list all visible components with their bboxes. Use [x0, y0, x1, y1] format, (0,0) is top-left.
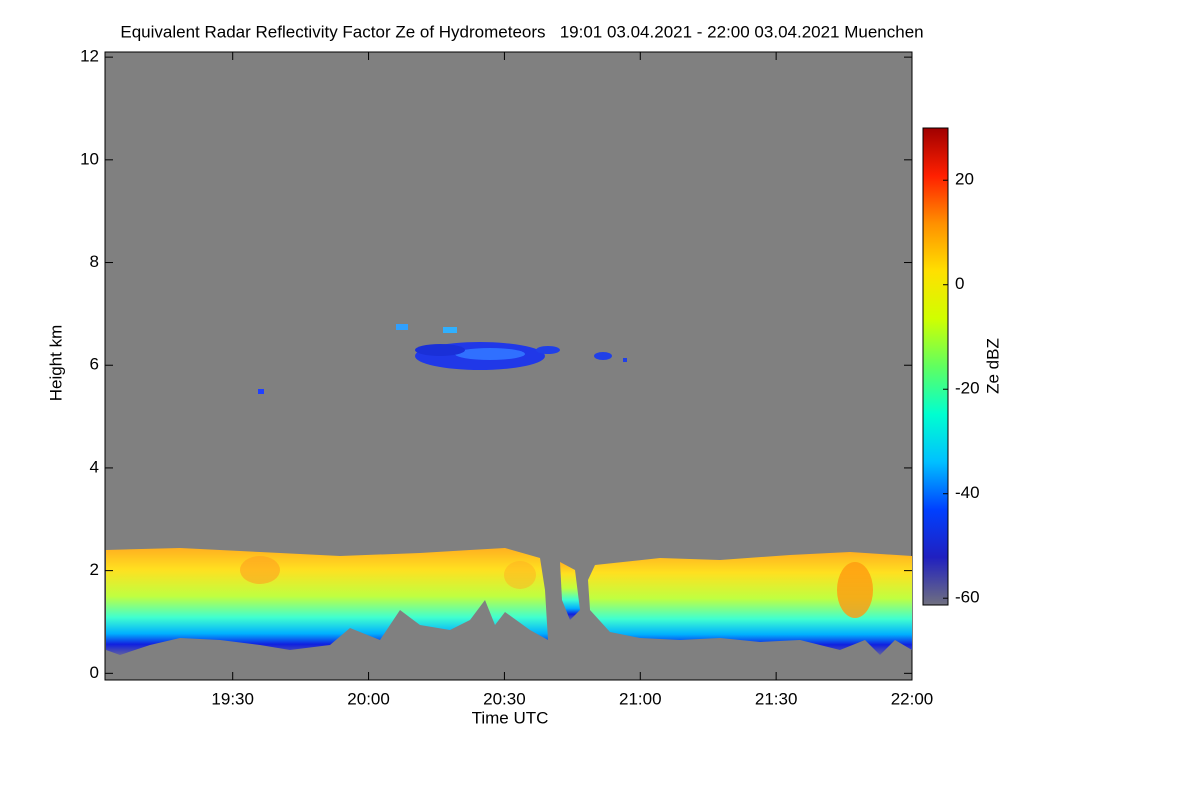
colorbar-tick-label: -20: [955, 379, 980, 398]
y-tick-label: 8: [90, 252, 99, 271]
colorbar: [922, 127, 949, 606]
y-tick-label: 10: [80, 149, 99, 168]
x-tick-label: 20:00: [347, 689, 390, 708]
y-tick-label: 0: [90, 663, 99, 682]
colorbar-tick-label: -60: [955, 588, 980, 607]
x-tick-label: 21:30: [755, 689, 798, 708]
colorbar-tick-label: 0: [955, 274, 964, 293]
x-axis-label: Time UTC: [472, 708, 549, 727]
x-tick-label: 22:00: [891, 689, 934, 708]
chart-title: Equivalent Radar Reflectivity Factor Ze …: [120, 22, 923, 41]
x-tick-label: 19:30: [211, 689, 254, 708]
x-tick-label: 21:00: [619, 689, 662, 708]
y-tick-label: 4: [90, 457, 99, 476]
x-tick-label: 20:30: [483, 689, 526, 708]
colorbar-tick-label: 20: [955, 170, 974, 189]
y-tick-label: 12: [80, 47, 99, 66]
radar-echo: [106, 324, 912, 655]
y-tick-label: 6: [90, 355, 99, 374]
y-axis-label: Height km: [46, 325, 65, 402]
colorbar-label: Ze dBZ: [983, 338, 1002, 394]
y-tick-label: 2: [90, 560, 99, 579]
colorbar-tick-label: -40: [955, 483, 980, 502]
